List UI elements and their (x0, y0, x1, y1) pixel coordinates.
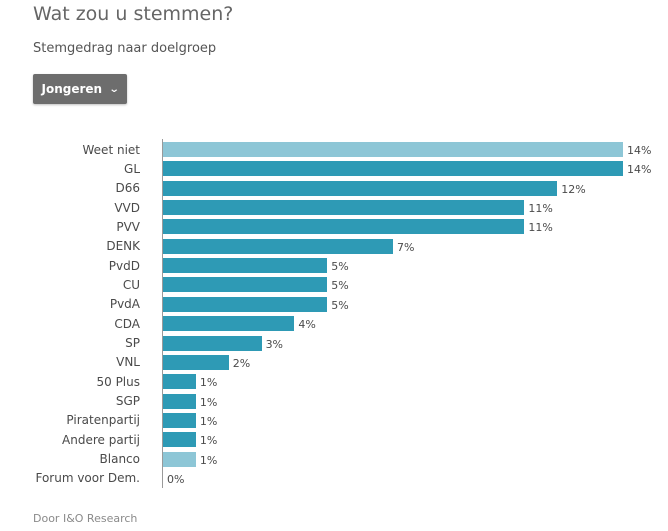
bar (163, 219, 525, 235)
value-label: 2% (232, 356, 251, 370)
category-label: VVD (114, 200, 140, 215)
group-select-value: Jongeren (41, 82, 103, 96)
category-label: D66 (115, 181, 140, 196)
bar (163, 374, 196, 390)
bar (163, 200, 525, 216)
value-label: 12% (561, 182, 586, 196)
category-label: Weet niet (82, 142, 140, 157)
value-label: 14% (627, 144, 652, 157)
category-label: CDA (114, 316, 140, 331)
category-label: DENK (106, 239, 140, 254)
category-label: PvdA (109, 297, 140, 312)
category-label: Andere partij (62, 432, 140, 447)
bar (163, 161, 623, 177)
bar (163, 180, 558, 196)
bar (163, 432, 196, 448)
bar (163, 393, 196, 409)
bar (163, 412, 196, 428)
bar (163, 238, 393, 254)
bar (163, 335, 262, 351)
chevron-down-icon: ⌄ (108, 83, 120, 95)
value-label: 5% (331, 260, 349, 274)
bar (163, 277, 328, 293)
value-label: 11% (528, 221, 553, 235)
category-label: Piratenpartij (66, 413, 140, 428)
chart-title: Wat zou u stemmen? (33, 3, 234, 25)
value-label: 3% (265, 337, 284, 351)
bar (163, 316, 295, 332)
category-label: SGP (115, 394, 140, 409)
value-label: 0% (167, 472, 185, 486)
category-label: PvdD (108, 258, 140, 273)
bar (163, 354, 229, 370)
group-select-dropdown[interactable]: Jongeren ⌄ (33, 74, 127, 104)
y-axis-line (162, 139, 163, 488)
value-label: 5% (331, 279, 349, 293)
value-label: 1% (199, 434, 218, 448)
category-label: PVV (116, 219, 140, 234)
bar (163, 451, 196, 467)
value-label: 14% (627, 163, 652, 177)
value-label: 1% (199, 395, 218, 409)
value-label: 7% (397, 240, 415, 254)
bar (163, 296, 328, 312)
value-label: 1% (199, 453, 218, 467)
category-label: VNL (116, 355, 140, 370)
value-label: 5% (331, 298, 349, 312)
category-label: CU (122, 277, 140, 292)
source-credit: Door I&O Research (33, 512, 138, 525)
value-label: 11% (528, 202, 553, 216)
bar (163, 258, 328, 274)
category-label: Forum voor Dem. (35, 471, 140, 486)
value-label: 1% (199, 414, 218, 428)
category-label: 50 Plus (96, 374, 140, 389)
category-label: GL (124, 161, 140, 176)
value-label: 1% (199, 376, 218, 390)
bar (163, 142, 623, 157)
chart-subtitle: Stemgedrag naar doelgroep (33, 41, 217, 56)
category-label: SP (125, 336, 140, 350)
value-label: 4% (298, 318, 316, 332)
category-label: Blanco (99, 452, 140, 467)
